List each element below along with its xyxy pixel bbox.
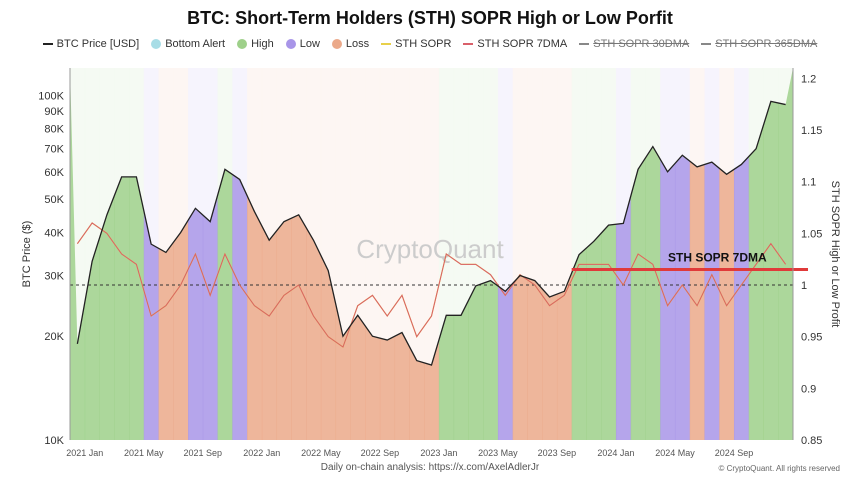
legend-label: Bottom Alert	[165, 38, 226, 50]
y-left-tick: 30K	[44, 271, 64, 283]
x-tick: 2021 May	[124, 448, 164, 458]
regime-band	[748, 68, 764, 440]
x-tick: 2024 May	[655, 448, 695, 458]
legend-swatch	[285, 39, 296, 49]
sth-sopr-7dma-line	[76, 222, 787, 348]
legend-item[interactable]: Low	[285, 38, 320, 50]
legend-swatch	[579, 43, 590, 45]
y-right-tick: 0.85	[801, 435, 822, 447]
legend-item[interactable]: STH SOPR 365DMA	[701, 38, 817, 50]
x-tick: 2023 Jan	[420, 448, 457, 458]
legend-item[interactable]: Loss	[331, 38, 370, 50]
legend-swatch	[42, 43, 53, 45]
regime-band	[778, 68, 794, 440]
y-right-tick: 1	[801, 280, 807, 292]
legend-item[interactable]: STH SOPR 30DMA	[579, 38, 689, 50]
regime-band	[763, 68, 779, 440]
y-left-tick: 10K	[44, 435, 64, 447]
legend-swatch	[381, 43, 392, 45]
footer: Daily on-chain analysis: https://x.com/A…	[0, 462, 860, 473]
legend-item[interactable]: High	[237, 38, 274, 50]
x-tick: 2023 May	[478, 448, 518, 458]
y-left-tick: 70K	[44, 144, 64, 156]
x-tick: 2022 Sep	[361, 448, 400, 458]
regime-band	[645, 68, 661, 440]
chart-title: BTC: Short-Term Holders (STH) SOPR High …	[187, 8, 673, 28]
y-right-label: STH SOPR High or Low Profit	[829, 181, 841, 328]
legend-label: BTC Price [USD]	[56, 38, 140, 50]
legend-label: Low	[299, 38, 320, 50]
copyright: © CryptoQuant. All rights reserved	[718, 464, 841, 473]
x-tick: 2024 Jan	[597, 448, 634, 458]
btc-price-line	[76, 100, 786, 366]
legend-swatch	[237, 39, 248, 49]
x-tick: 2021 Sep	[184, 448, 223, 458]
legend-swatch	[701, 43, 712, 45]
y-right-tick: 1.05	[801, 228, 822, 240]
x-tick: 2022 May	[301, 448, 341, 458]
legend-item[interactable]: STH SOPR 7DMA	[463, 38, 567, 50]
legend-label: STH SOPR 7DMA	[477, 38, 568, 50]
legend-label: STH SOPR 30DMA	[593, 38, 690, 50]
legend: BTC Price [USD] Bottom Alert High Low Loss ST…	[0, 38, 860, 50]
y-left-tick: 20K	[44, 331, 64, 343]
y-left-tick: 40K	[44, 227, 64, 239]
y-right-tick: 0.9	[801, 383, 816, 395]
x-tick: 2021 Jan	[66, 448, 103, 458]
footer-link[interactable]: https://x.com/AxelAdlerJr	[428, 462, 540, 473]
y-right-tick: 1.2	[801, 73, 816, 85]
y-left-tick: 90K	[44, 106, 64, 118]
y-left-tick: 100K	[38, 90, 64, 102]
y-right-tick: 0.95	[801, 332, 822, 344]
legend-item[interactable]: Bottom Alert	[151, 38, 225, 50]
legend-label: Loss	[345, 38, 370, 50]
regime-band	[674, 68, 691, 440]
y-left-tick: 80K	[44, 124, 64, 136]
annotation-label: STH SOPR 7DMA	[668, 251, 767, 265]
x-tick: 2024 Sep	[715, 448, 754, 458]
y-left-label: BTC Price ($)	[21, 221, 33, 288]
legend-swatch	[463, 43, 474, 45]
legend-swatch	[331, 39, 342, 49]
x-tick: 2022 Jan	[243, 448, 280, 458]
legend-swatch	[151, 39, 162, 49]
legend-label: High	[251, 38, 274, 50]
y-right-tick: 1.15	[801, 125, 822, 137]
watermark: CryptoQuant	[356, 234, 504, 264]
legend-item[interactable]: STH SOPR	[381, 38, 451, 50]
x-tick: 2023 Sep	[538, 448, 577, 458]
price-upper-mask	[70, 68, 793, 366]
y-left-tick: 50K	[44, 194, 64, 206]
legend-label: STH SOPR 365DMA	[715, 38, 818, 50]
y-right-tick: 1.1	[801, 177, 816, 189]
footer-text: Daily on-chain analysis:	[320, 462, 429, 473]
legend-item[interactable]: BTC Price [USD]	[42, 38, 140, 50]
y-left-tick: 60K	[44, 167, 64, 179]
legend-label: STH SOPR	[395, 38, 452, 50]
